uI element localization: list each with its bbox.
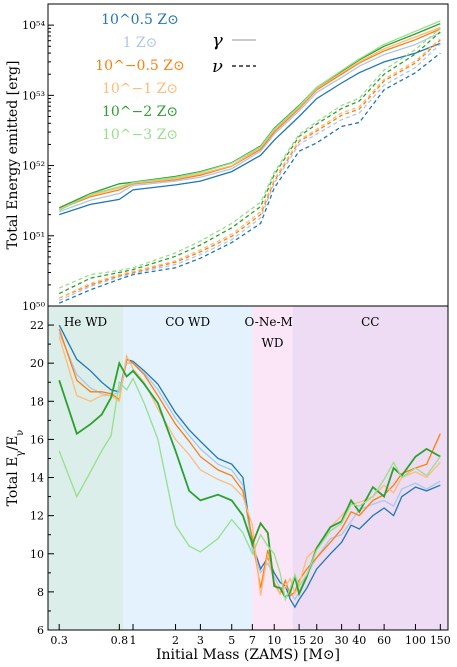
ratio-y-tick-label: 22	[30, 319, 44, 332]
mass-x-tick-label: 100	[405, 634, 426, 647]
region-label: He WD	[64, 315, 107, 329]
mass-x-tick-label: 10	[267, 634, 281, 647]
legend-entry-Z_0: 1 Z⊙	[123, 35, 158, 51]
series-nu-Z_-2	[58, 31, 441, 295]
energy-y-tick-label: 10⁵¹	[22, 230, 45, 243]
mass-x-tick-label: 1	[130, 634, 137, 647]
ratio-y-tick-label: 6	[37, 624, 44, 637]
legend-entry-Z_-0.5: 10^−0.5 Z⊙	[95, 58, 184, 74]
legend-entry-Z_-1: 10^−1 Z⊙	[102, 81, 178, 97]
mass-x-tick-label: 15	[292, 634, 306, 647]
series-gamma-Z_-0.5	[58, 28, 441, 210]
series-gamma-Z_0.5	[58, 42, 441, 216]
energy-y-axis-label: Total Energy emitted [erg]	[5, 61, 21, 250]
ratio-y-tick-label: 14	[30, 472, 44, 485]
metallicity-legend: 10^0.5 Z⊙ 1 Z⊙ 10^−0.5 Z⊙ 10^−1 Z⊙ 10^−2 Z⊙ 1…	[95, 12, 184, 143]
ratio-y-tick-label: 12	[30, 510, 44, 523]
ratio-y-tick-label: 8	[37, 586, 44, 599]
series-nu-Z_0	[58, 43, 441, 301]
series-nu-Z_0.5	[58, 52, 441, 304]
mass-x-tick-label: 40	[352, 634, 366, 647]
energy-y-tick-label: 10⁵³	[22, 89, 45, 102]
energy-y-tick-label: 10⁵²	[22, 160, 45, 173]
energy-y-tick-label: 10⁵⁰	[22, 300, 45, 313]
region-label: CC	[361, 315, 379, 329]
ratio-plot-area	[58, 324, 441, 609]
remnant-regions: He WD CO WD O-Ne-Mg WD CC	[48, 306, 448, 630]
energy-plot-area	[58, 20, 441, 304]
series-nu-Z_-1	[58, 38, 441, 299]
mass-x-tick-label: 150	[430, 634, 451, 647]
mass-x-tick-label: 5	[228, 634, 235, 647]
ratio-y-ticks: 6 8 10 12 14 16 18 20 22	[30, 305, 54, 637]
series-gamma-Z_0	[58, 32, 441, 213]
energy-y-ticks: 10⁵⁰ 10⁵¹ 10⁵² 10⁵³ 10⁵⁴	[22, 19, 54, 313]
mass-x-ticks: 0.3 0.8 1 2 3 5 7 10 15 20 30 40 60 100 150	[50, 624, 451, 647]
ratio-y-axis-label: Total Eγ/Eν	[5, 430, 26, 507]
legend-particle-nu: ν	[212, 56, 223, 77]
legend-particle-gamma: γ	[212, 30, 223, 51]
mass-x-tick-label: 30	[335, 634, 349, 647]
mass-x-axis-label: Initial Mass (ZAMS) [M⊙]	[156, 647, 340, 663]
ratio-series-Z_-2	[58, 360, 441, 600]
mass-x-tick-label: 2	[172, 634, 179, 647]
ratio-y-tick-label: 16	[30, 433, 44, 446]
region-label-line2: WD	[262, 336, 284, 350]
ratio-plot-frame	[47, 305, 449, 631]
ratio-y-tick-label: 10	[30, 548, 44, 561]
region-co-wd	[123, 306, 253, 630]
mass-x-tick-label: 3	[197, 634, 204, 647]
ratio-series-Z_-3	[58, 376, 441, 602]
series-nu-Z_-0.5	[58, 39, 441, 299]
mass-x-tick-label: 60	[377, 634, 391, 647]
series-gamma-Z_-3	[58, 20, 441, 211]
legend-entry-Z_-3: 10^−3 Z⊙	[102, 127, 178, 143]
mass-x-tick-label: 0.3	[50, 634, 68, 647]
mass-x-tick-label: 20	[310, 634, 324, 647]
region-label: O-Ne-Mg	[245, 315, 301, 329]
energy-y-tick-label: 10⁵⁴	[22, 19, 45, 32]
energy-panel: 10⁵⁰ 10⁵¹ 10⁵² 10⁵³ 10⁵⁴ Total Energy emitte…	[5, 3, 449, 313]
particle-legend: γν	[212, 30, 256, 77]
mass-x-tick-label: 0.8	[111, 634, 129, 647]
region-cc	[292, 306, 448, 630]
ratio-y-tick-label: 18	[30, 395, 44, 408]
legend-entry-Z_0.5: 10^0.5 Z⊙	[101, 12, 179, 28]
region-he-wd	[48, 306, 124, 630]
ratio-y-tick-label: 20	[30, 357, 44, 370]
region-label: CO WD	[165, 315, 210, 329]
series-nu-Z_-3	[58, 27, 441, 289]
mass-x-tick-label: 7	[249, 634, 256, 647]
legend-entry-Z_-2: 10^−2 Z⊙	[102, 104, 178, 120]
